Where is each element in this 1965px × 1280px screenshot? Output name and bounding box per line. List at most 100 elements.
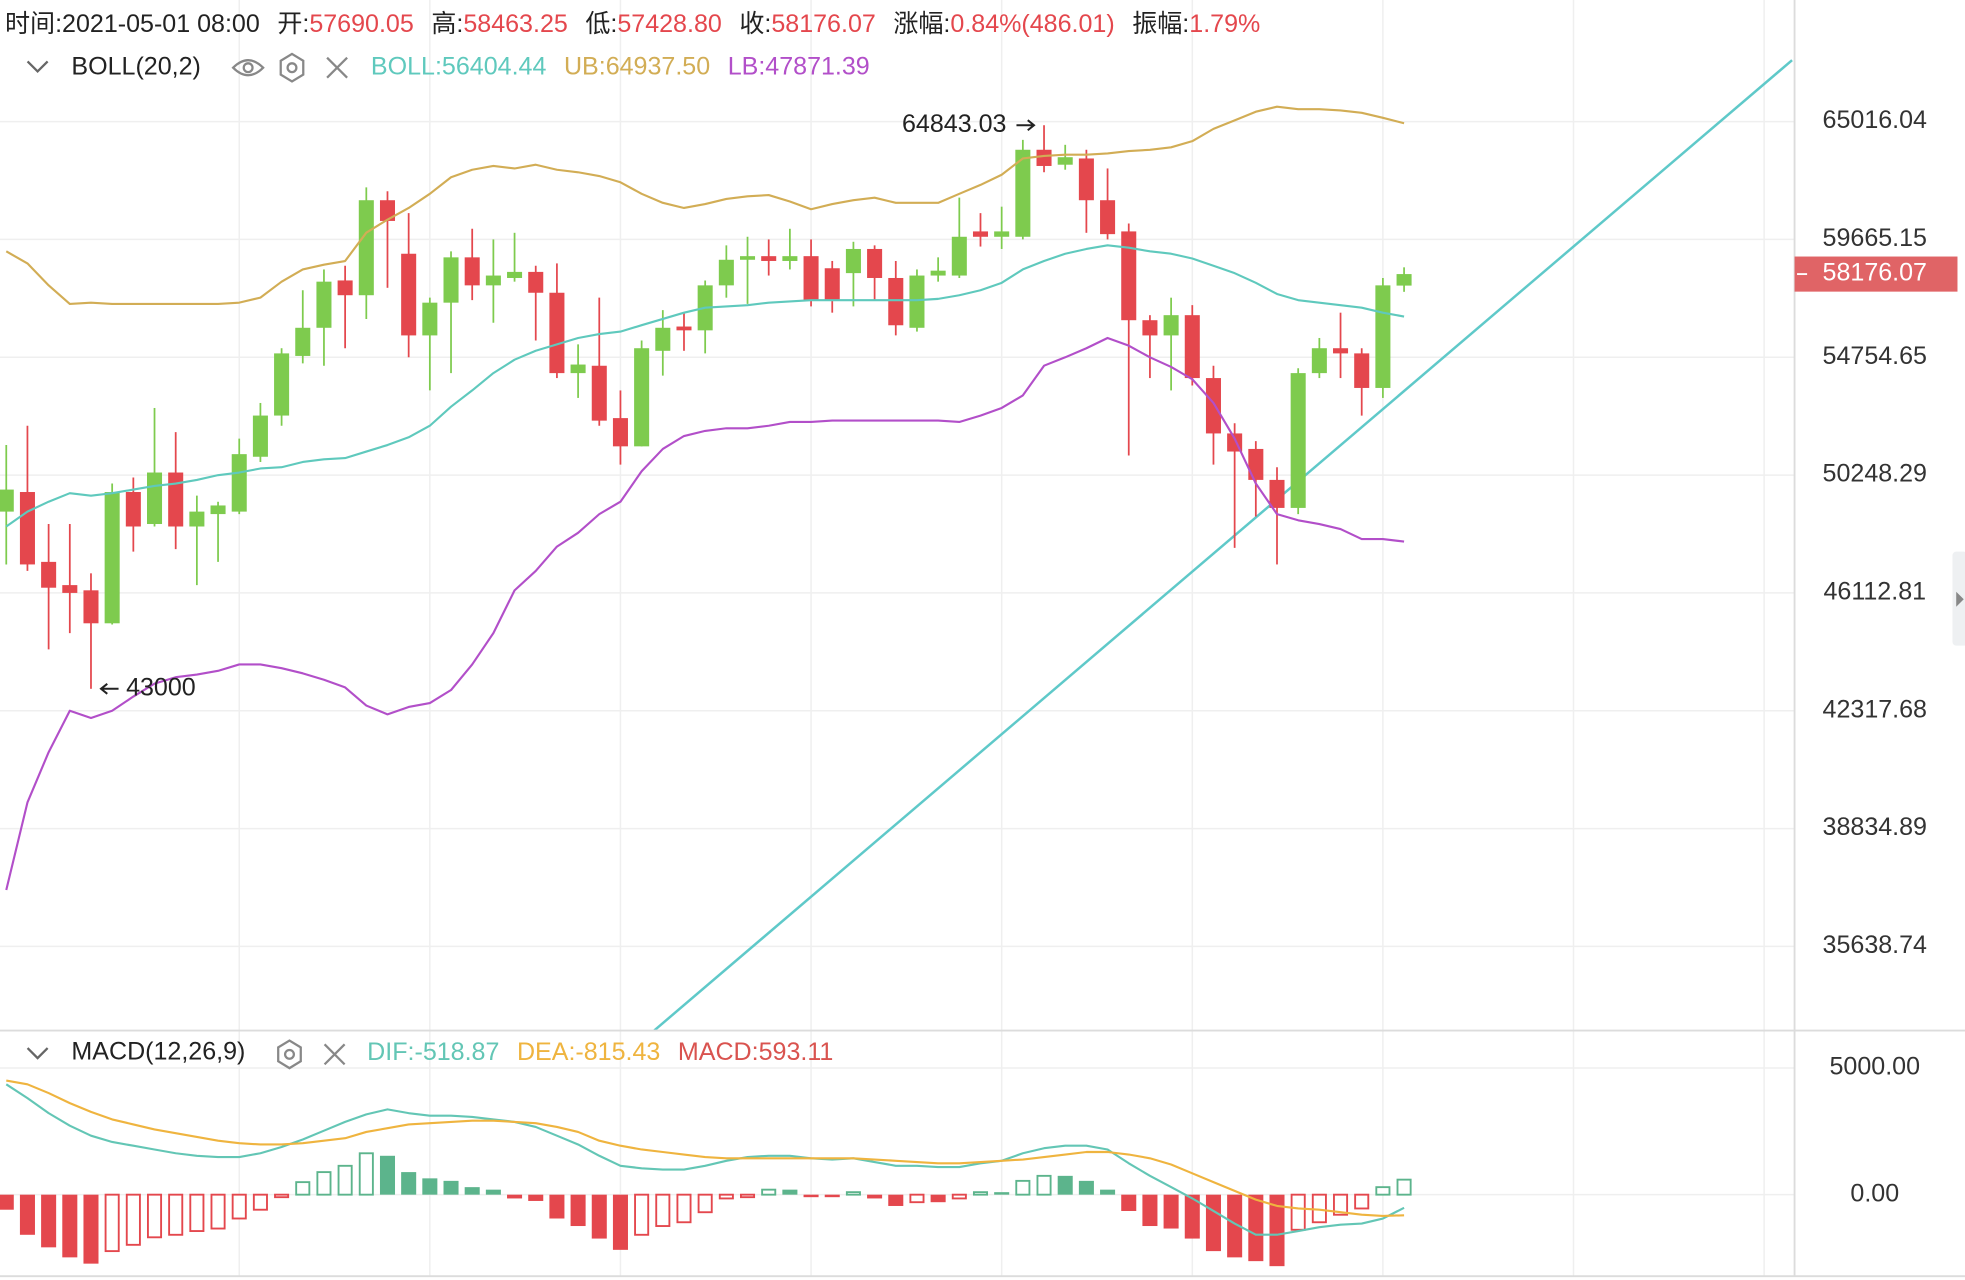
macd-bar [803, 1194, 819, 1198]
y-tick-label: 50248.29 [1823, 460, 1927, 488]
candle-body [824, 268, 840, 301]
macd-plot [0, 1079, 1412, 1267]
candle-body [909, 275, 925, 328]
candle-body [1354, 353, 1370, 388]
settings-icon[interactable] [279, 52, 305, 83]
candle-body [528, 271, 544, 293]
macd-bar [676, 1193, 692, 1224]
legend: DIF:-518.87 DEA:-815.43 MACD:593.11 [367, 1038, 833, 1066]
candle-body [634, 348, 650, 447]
candle-body [740, 256, 756, 260]
candle-body [1121, 231, 1137, 321]
header-label: 时间: [5, 10, 62, 38]
macd-bar [1248, 1194, 1264, 1262]
header-label: 高: [431, 10, 463, 38]
candle-body [1269, 479, 1285, 508]
y-tick-label: 65016.04 [1823, 106, 1928, 134]
candle-body [718, 259, 734, 286]
macd-bar [1163, 1194, 1179, 1229]
settings-icon[interactable] [277, 1039, 302, 1070]
macd-bar [0, 1194, 14, 1210]
header-value: 57428.80 [617, 10, 721, 38]
macd-bar [379, 1155, 396, 1195]
header-value: 1.79% [1189, 10, 1260, 38]
legend-label: BOLL: [371, 52, 442, 80]
candle-body [252, 415, 268, 457]
collapse-icon[interactable] [26, 60, 49, 74]
candle-body [867, 248, 883, 278]
macd-bar [443, 1180, 459, 1195]
header-label: 低: [585, 10, 617, 38]
candle-body [1100, 200, 1116, 235]
macd-bar [1184, 1194, 1200, 1239]
candle-body [549, 292, 565, 374]
candle-body [1184, 315, 1200, 379]
macd-bar [252, 1193, 268, 1211]
macd-bar [888, 1194, 904, 1206]
legend-value: 593.11 [759, 1038, 834, 1066]
candle-body [0, 489, 14, 512]
legend-label: UB: [564, 52, 606, 80]
last-price-label: 58176.07 [1823, 259, 1927, 287]
candle-body [1036, 149, 1052, 166]
macd-bar [507, 1194, 523, 1199]
macd-bar [422, 1178, 438, 1195]
candle-body [210, 505, 226, 515]
y-tick-label: 46112.81 [1823, 578, 1926, 606]
candle-body [1290, 373, 1306, 508]
candle-body [845, 248, 861, 274]
macd-bar [1354, 1193, 1370, 1210]
macd-bar [1205, 1194, 1221, 1252]
close-icon[interactable] [323, 1043, 346, 1066]
y-tick-label: 54754.65 [1823, 342, 1927, 370]
macd-bar [570, 1194, 586, 1227]
candle-body [951, 236, 967, 276]
boll-line [5, 244, 1405, 528]
candle-body [972, 231, 989, 237]
macd-line [6, 1079, 1405, 1218]
candle-body [168, 472, 184, 527]
candle-body [888, 277, 904, 326]
macd-bar [1227, 1194, 1243, 1258]
macd-bar [62, 1194, 78, 1258]
candle-body [485, 275, 501, 286]
macd-bar [994, 1192, 1010, 1195]
indicator-title: BOLL(20,2) [71, 52, 200, 80]
legend-value: 64937.50 [606, 52, 710, 80]
high-annotation: 64843.03 [902, 110, 1006, 138]
candle-body [1015, 149, 1031, 237]
annotation-arrow [99, 683, 119, 695]
header-label: 收: [739, 10, 771, 38]
macd-bar [146, 1193, 163, 1239]
legend-label: DEA: [517, 1038, 575, 1066]
macd-bar [528, 1194, 544, 1201]
last-price-box [1794, 256, 1958, 292]
macd-bar [1142, 1194, 1158, 1227]
candle-body [83, 590, 99, 624]
trend-line[interactable] [653, 59, 1793, 1031]
eye-icon[interactable] [231, 59, 265, 77]
collapse-icon[interactable] [26, 1047, 49, 1060]
candle-body [676, 326, 692, 331]
macd-bar [485, 1189, 501, 1195]
candle-body [104, 492, 120, 624]
side-handle-arrow [1956, 591, 1964, 607]
macd-bar [83, 1194, 99, 1264]
macd-bar [930, 1194, 946, 1203]
macd-bar [591, 1194, 607, 1239]
candle-body [1057, 157, 1073, 165]
legend-value: 47871.39 [765, 52, 869, 80]
macd-bar [845, 1191, 861, 1196]
candle-body [358, 200, 374, 296]
candle-body [125, 492, 141, 527]
macd-bar [337, 1164, 353, 1196]
boll-line [5, 105, 1405, 305]
header-label: 涨幅: [893, 10, 950, 38]
candle-body [295, 327, 311, 356]
close-icon[interactable] [326, 56, 348, 79]
y-tick-label: 38834.89 [1823, 813, 1927, 841]
candle-body [570, 364, 586, 374]
candle-body [62, 585, 78, 593]
